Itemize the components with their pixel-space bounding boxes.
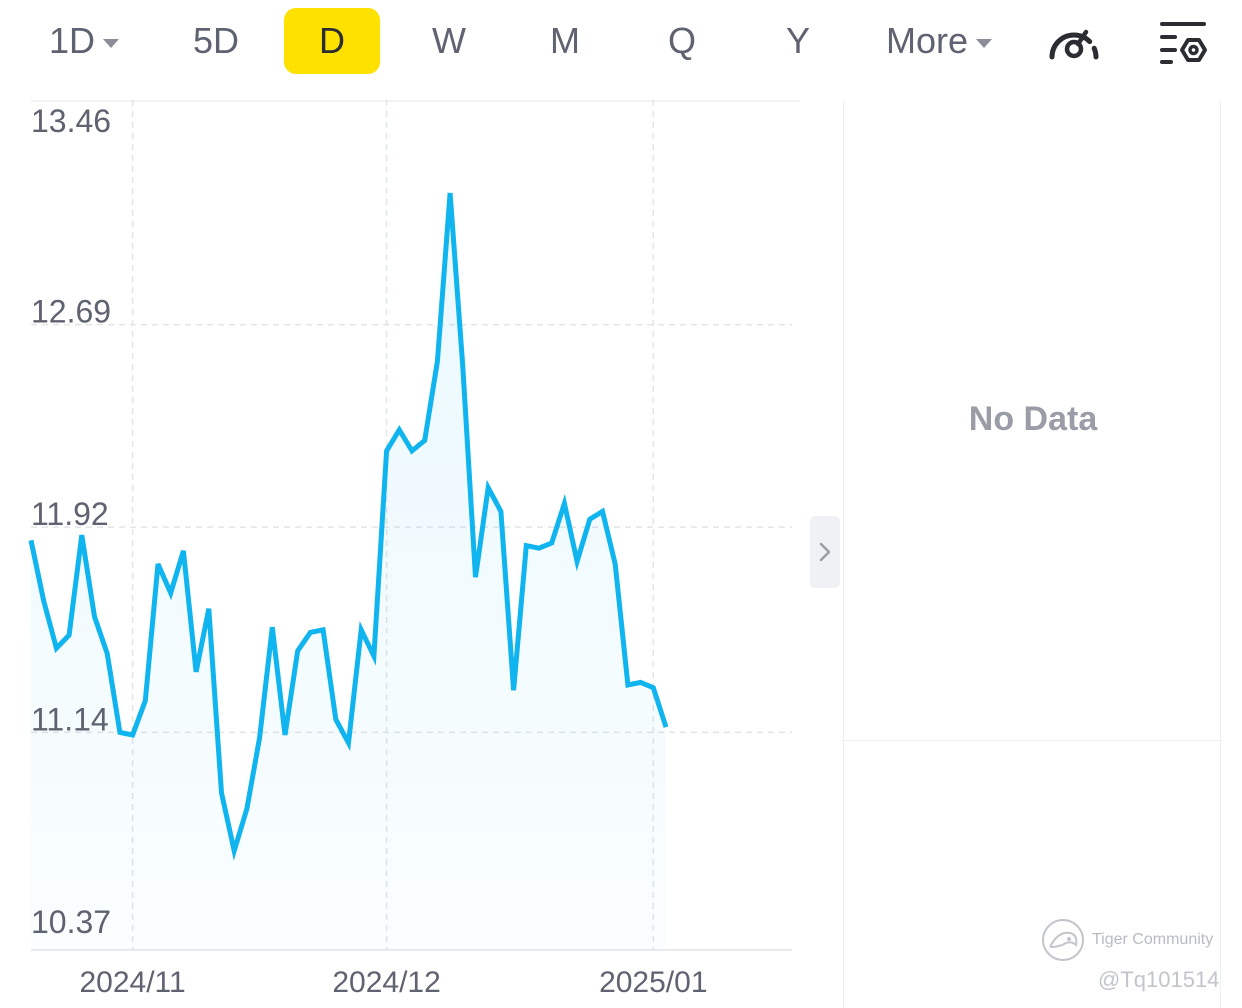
tiger-logo-icon [1042, 919, 1084, 961]
price-area-fill [31, 193, 666, 950]
indicator-button[interactable] [1041, 14, 1107, 70]
price-point [561, 501, 567, 507]
price-point [422, 437, 428, 443]
price-point [358, 627, 364, 633]
price-point [409, 448, 415, 454]
price-point [92, 614, 98, 620]
price-chart[interactable]: 13.46 12.69 11.92 11.14 10.37 2024/11 2024/12 2… [0, 100, 1212, 1008]
watermark: Tiger Community @Tq101514 [1040, 915, 1230, 1005]
price-point [244, 806, 250, 812]
tab-w[interactable]: W [403, 8, 495, 74]
tab-label: M [550, 20, 580, 61]
price-point [663, 724, 669, 730]
speedometer-icon [1049, 29, 1099, 60]
price-point [434, 358, 440, 364]
caret-down-icon [976, 38, 993, 48]
price-point [53, 645, 59, 651]
watermark-brand: Tiger Community [1092, 931, 1214, 948]
price-point [79, 532, 85, 538]
price-point [66, 632, 72, 638]
price-point [574, 558, 580, 564]
price-point [384, 448, 390, 454]
tab-label: W [432, 20, 466, 61]
price-point [231, 848, 237, 854]
side-panel-divider [844, 740, 1222, 741]
price-point [511, 687, 517, 693]
price-point [219, 790, 225, 796]
price-point [206, 606, 212, 612]
tab-label: D [319, 20, 345, 61]
price-point [180, 548, 186, 554]
period-toolbar: 1D 5D D W M Q Y More [0, 0, 1242, 100]
tab-y[interactable]: Y [752, 8, 844, 74]
chart-settings-button[interactable] [1150, 14, 1216, 70]
tab-m[interactable]: M [519, 8, 611, 74]
price-point [600, 508, 606, 514]
price-point [498, 508, 504, 514]
price-point [346, 740, 352, 746]
price-line [28, 192, 669, 861]
tab-5d[interactable]: 5D [174, 8, 258, 74]
price-point [142, 698, 148, 704]
side-panel: No Data [843, 100, 1222, 1008]
y-tick-label: 13.46 [31, 103, 111, 139]
x-tick-label: 2024/11 [79, 966, 185, 999]
tab-more[interactable]: More [866, 8, 1012, 74]
price-point [333, 716, 339, 722]
tab-1d[interactable]: 1D [36, 8, 132, 74]
price-point [371, 653, 377, 659]
price-point [625, 682, 631, 688]
tab-q[interactable]: Q [636, 8, 728, 74]
price-point [549, 540, 555, 546]
price-point [168, 590, 174, 596]
tab-label: 5D [192, 20, 240, 61]
caret-down-icon [103, 38, 120, 48]
y-tick-label: 11.92 [31, 496, 109, 532]
price-point [155, 561, 161, 567]
tab-d[interactable]: D [284, 8, 380, 74]
price-chart-svg: 13.46 12.69 11.92 11.14 10.37 2024/11 2024/12 2… [28, 100, 1212, 999]
price-point [485, 485, 491, 491]
x-tick-label: 2025/01 [599, 966, 707, 999]
y-tick-label: 12.69 [31, 294, 111, 330]
watermark-user: @Tq101514 [1098, 967, 1220, 992]
price-point [460, 364, 466, 370]
price-point [117, 729, 123, 735]
price-point [473, 574, 479, 580]
settings-filter-icon [1160, 22, 1207, 64]
panel-collapse-button[interactable] [810, 516, 840, 588]
price-point [523, 543, 529, 549]
price-point [104, 650, 110, 656]
price-point [447, 190, 453, 196]
price-point [193, 669, 199, 675]
y-tick-label: 11.14 [31, 701, 109, 737]
price-point [612, 561, 618, 567]
price-point [307, 629, 313, 635]
tab-label: More [885, 20, 969, 61]
price-point [130, 732, 136, 738]
tab-label: Q [667, 20, 696, 61]
price-point [28, 537, 34, 543]
price-point [587, 516, 593, 522]
price-point [295, 648, 301, 654]
price-point [638, 679, 644, 685]
price-point [320, 627, 326, 633]
price-point [41, 598, 47, 604]
price-point [396, 427, 402, 433]
x-tick-label: 2024/12 [332, 966, 440, 999]
price-point [269, 624, 275, 630]
price-point [536, 545, 542, 551]
price-point [282, 732, 288, 738]
price-point [257, 735, 263, 741]
no-data-label: No Data [968, 400, 1098, 438]
tab-label: Y [785, 20, 810, 61]
y-tick-label: 10.37 [31, 904, 111, 940]
chevron-right-icon [819, 542, 831, 562]
tab-label: 1D [48, 20, 96, 61]
price-point [650, 685, 656, 691]
